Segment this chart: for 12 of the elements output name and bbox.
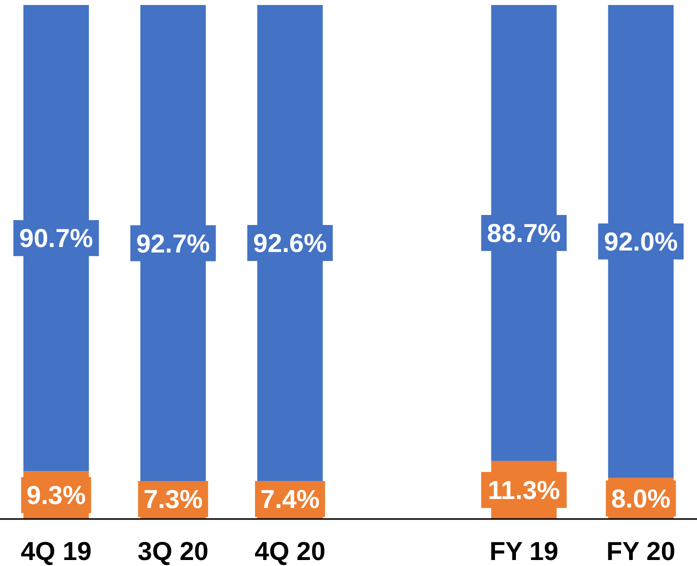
data-label: 7.3% xyxy=(143,484,203,514)
data-label: 90.7% xyxy=(19,223,93,254)
data-label: 92.6% xyxy=(253,228,327,258)
data-label: 7.4% xyxy=(260,484,320,514)
x-tick-label: FY 20 xyxy=(606,536,676,566)
data-label: 92.7% xyxy=(136,228,210,258)
x-tick-label: 4Q 20 xyxy=(254,536,326,566)
data-label: 92.0% xyxy=(604,226,678,257)
data-label: 88.7% xyxy=(487,218,561,248)
x-tick-label: FY 19 xyxy=(489,536,558,566)
x-tick-label: 3Q 20 xyxy=(138,536,208,566)
x-tick-label: 4Q 19 xyxy=(20,536,92,566)
